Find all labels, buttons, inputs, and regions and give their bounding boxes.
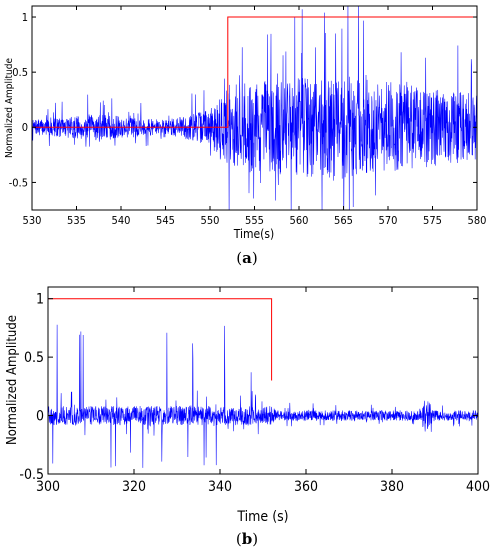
panel-b-plot-area (48, 298, 478, 468)
panel-b: 300 320 340 360 380 400 -0.5 0 0.5 1 Normalized … (5, 286, 490, 548)
panel-a-y-axis-label: Normalized Amplitude (4, 58, 15, 158)
panel-b-axes-box (47, 286, 479, 475)
panel-b-y-tick-label: 0 (36, 408, 44, 424)
panel-a-caption: (a) (236, 249, 257, 267)
panel-a-y-tick-label: 0.5 (12, 66, 28, 79)
panel-b-x-ticks: 300 320 340 360 380 400 (36, 287, 490, 495)
panel-a-x-tick-label: 530 (23, 214, 42, 227)
panel-a-x-axis-label: Time(s) (233, 227, 274, 241)
panel-a-x-tick-label: 550 (201, 214, 220, 227)
panel-a-x-tick-label: 535 (67, 214, 86, 227)
panel-b-series-0-line (48, 324, 478, 468)
panel-b-y-tick-label: 0.5 (24, 350, 44, 366)
panel-a-x-tick-label: 540 (112, 214, 131, 227)
panel-b-x-tick-label: 320 (122, 479, 146, 495)
panel-a-x-tick-label: 545 (156, 214, 175, 227)
panel-a-y-tick-label: 0 (22, 121, 28, 134)
panel-a-y-tick-label: 1 (22, 11, 28, 24)
panel-b-y-tick-label: 1 (36, 292, 44, 308)
panel-a-x-tick-label: 555 (245, 214, 264, 227)
panel-a-series-0-line (32, 6, 477, 210)
panel-a-x-tick-label: 565 (334, 214, 353, 227)
panel-a-x-ticks: 530 535 540 545 550 555 560 565 570 575 580 (23, 6, 487, 227)
panel-b-x-tick-label: 300 (36, 479, 60, 495)
panel-a: 530 535 540 545 550 555 560 565 570 575 580 -0.5 0 0… (4, 5, 487, 267)
panel-b-x-tick-label: 340 (208, 479, 232, 495)
panel-b-x-tick-label: 400 (466, 479, 490, 495)
panel-a-y-ticks: -0.5 0 0.5 1 (9, 11, 477, 189)
panel-a-x-tick-label: 570 (379, 214, 398, 227)
panel-b-x-tick-label: 360 (294, 479, 318, 495)
panel-b-series-1-line (48, 298, 273, 381)
panel-b-x-tick-label: 380 (380, 479, 404, 495)
panel-a-plot-area (32, 6, 477, 210)
panel-a-y-tick-label: -0.5 (9, 176, 28, 189)
panel-a-x-tick-label: 560 (290, 214, 309, 227)
panel-a-x-tick-label: 580 (468, 214, 487, 227)
panel-a-x-tick-label: 575 (423, 214, 442, 227)
panel-b-y-axis-label: Normalized Amplitude (5, 315, 20, 445)
panel-b-y-ticks: -0.5 0 0.5 1 (19, 292, 478, 483)
panel-a-series-1-line (32, 16, 477, 128)
panel-b-x-axis-label: Time (s) (236, 509, 288, 525)
panel-b-caption: (b) (236, 530, 258, 548)
panel-b-y-tick-label: -0.5 (19, 467, 44, 483)
